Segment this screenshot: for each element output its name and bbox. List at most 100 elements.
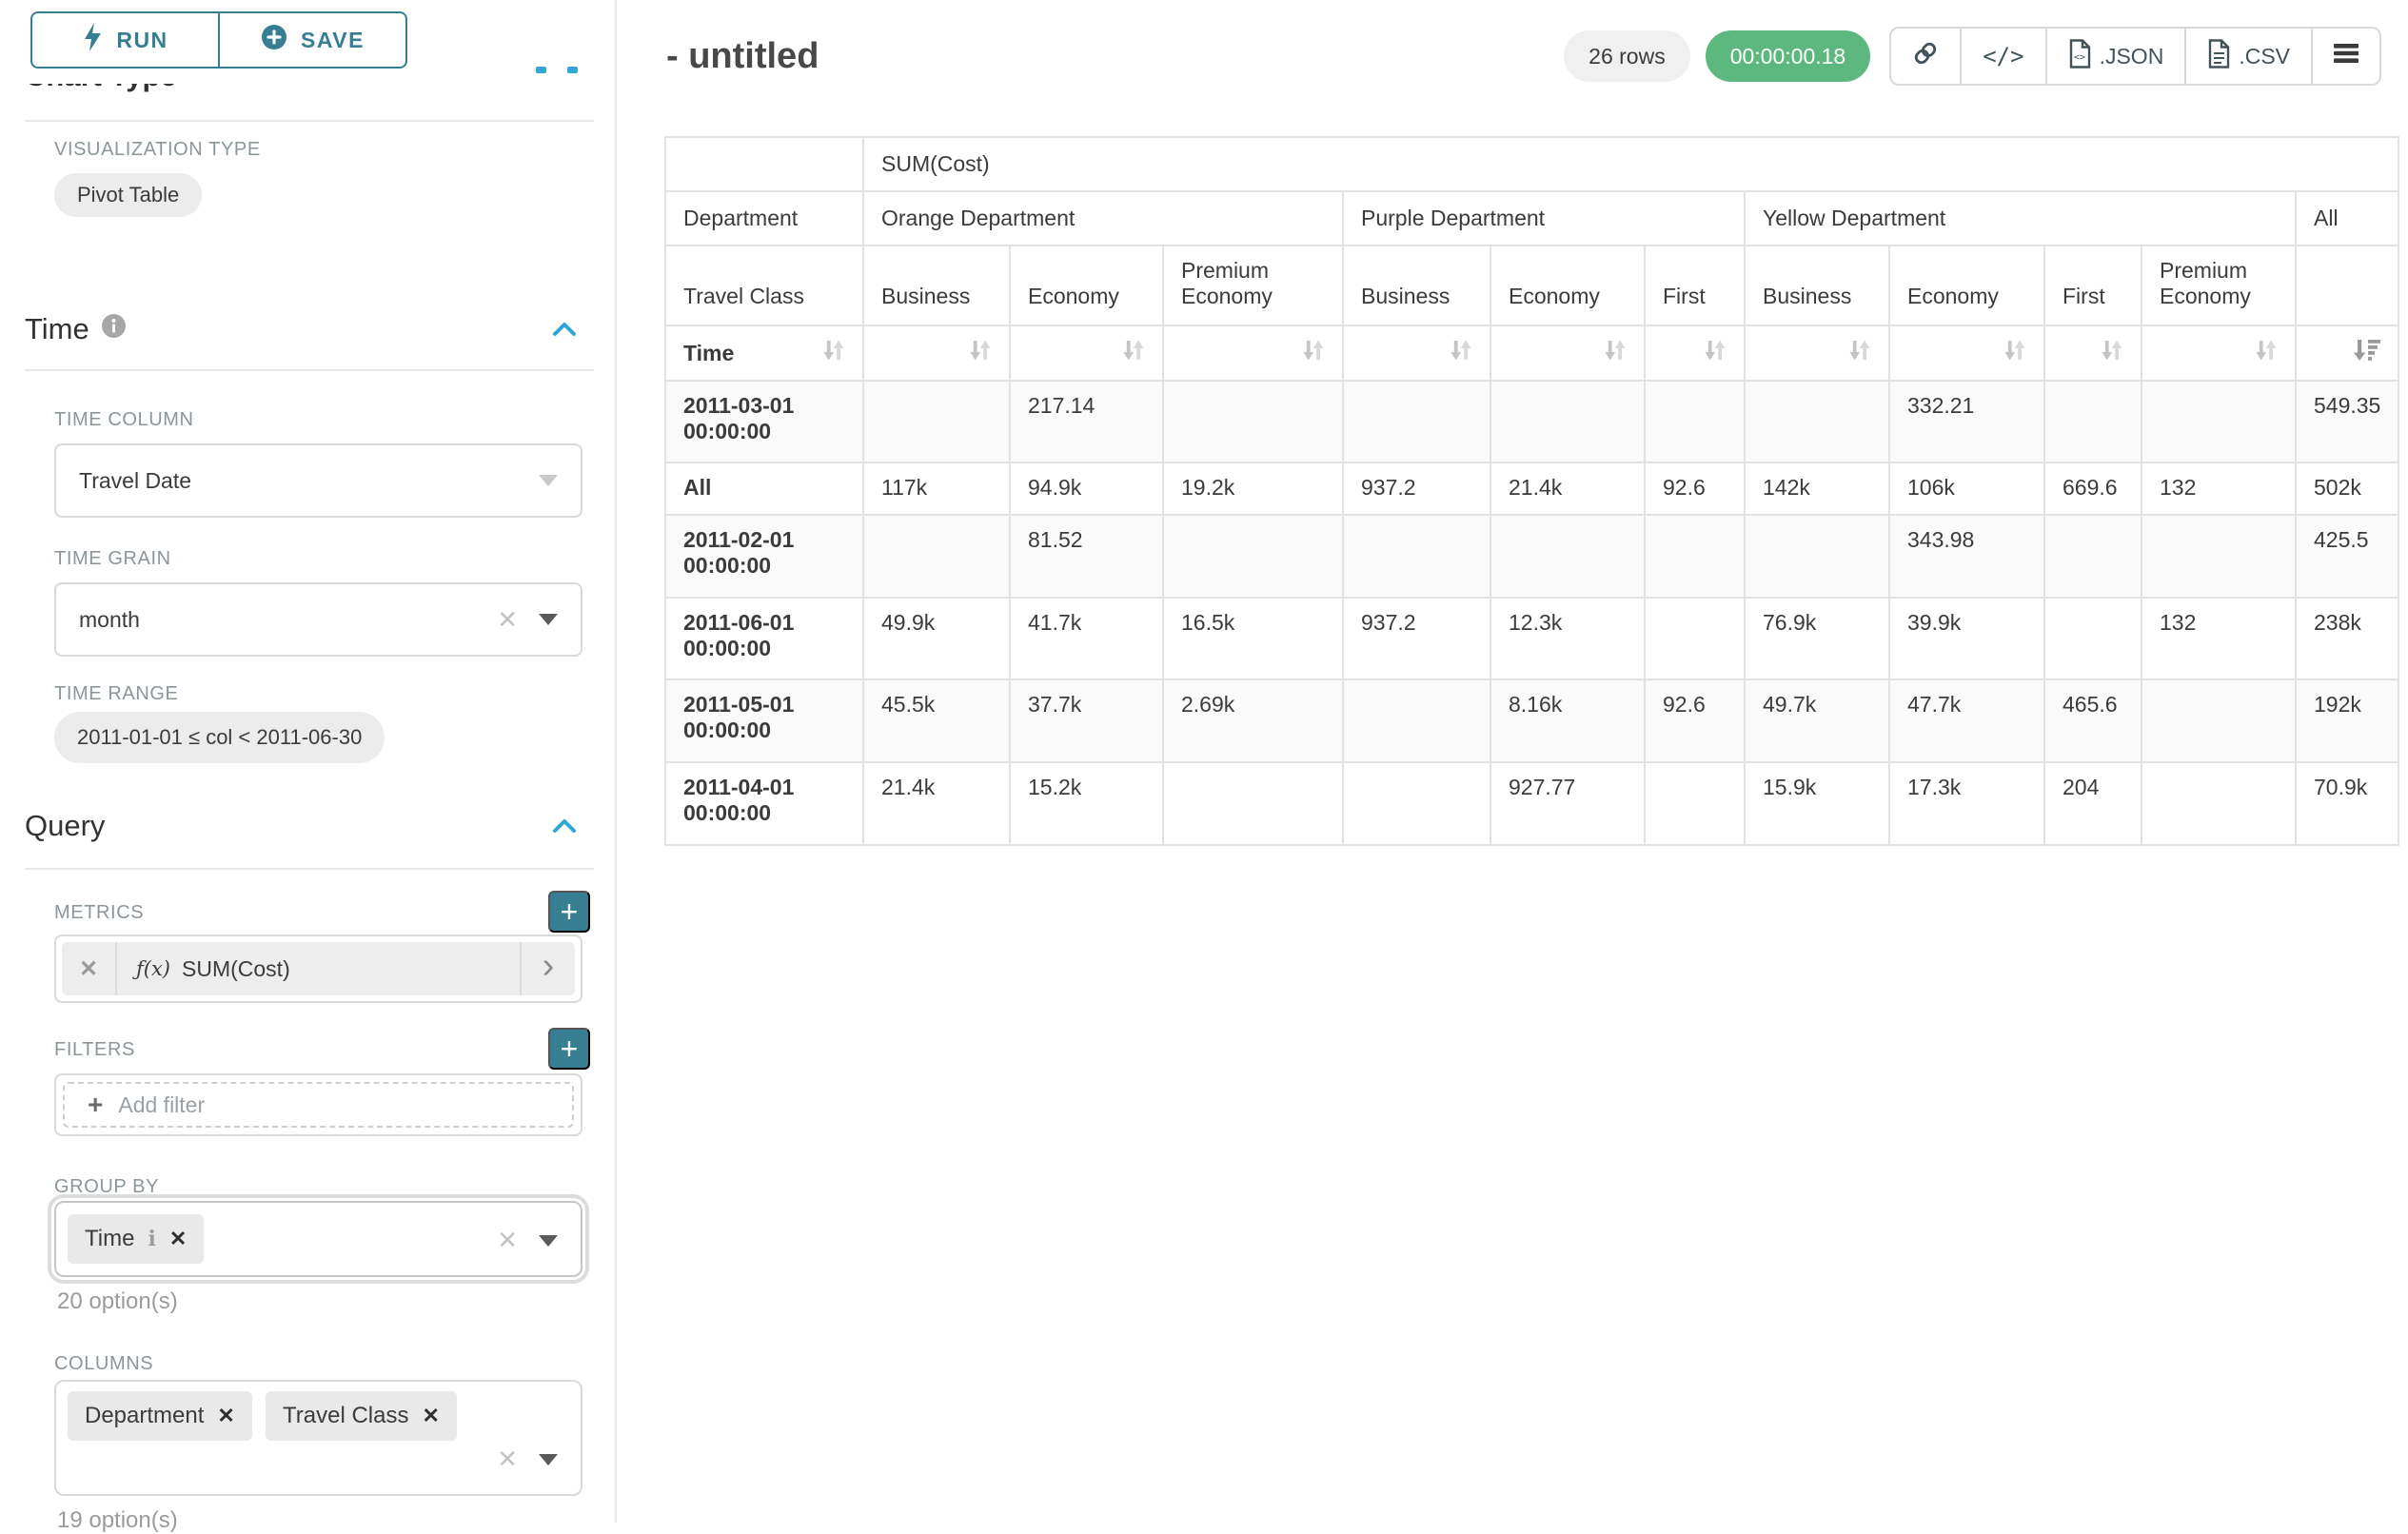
- sort-header[interactable]: [2043, 324, 2142, 382]
- time-grain-select[interactable]: month ✕: [54, 582, 582, 657]
- plus-circle-icon: [261, 24, 287, 56]
- value-cell: 12.3k: [1490, 597, 1646, 680]
- run-button[interactable]: RUN: [30, 11, 219, 69]
- remove-metric-icon[interactable]: ✕: [62, 942, 117, 995]
- tag-info-icon[interactable]: i: [148, 1227, 156, 1251]
- travel-class-header: Economy: [1009, 245, 1164, 326]
- clear-icon[interactable]: ✕: [497, 1226, 518, 1254]
- add-metric-button[interactable]: +: [548, 891, 590, 933]
- value-cell: 142k: [1744, 462, 1890, 516]
- query-collapse-chevron[interactable]: [552, 816, 577, 838]
- hamburger-menu-icon: [2334, 43, 2359, 69]
- columns-tag: Department ✕: [68, 1391, 252, 1441]
- action-button-bar: RUN SAVE: [0, 0, 615, 84]
- sort-icon[interactable]: [967, 338, 992, 368]
- value-cell: 425.5: [2294, 514, 2400, 599]
- sort-descending-icon[interactable]: [2352, 338, 2381, 368]
- page-title[interactable]: - untitled: [666, 35, 819, 76]
- visualization-type-pill[interactable]: Pivot Table: [54, 173, 203, 217]
- value-cell: 37.7k: [1009, 678, 1164, 763]
- sort-header[interactable]: [2141, 324, 2297, 382]
- tag-remove-icon[interactable]: ✕: [217, 1404, 235, 1427]
- sort-icon[interactable]: [1602, 338, 1627, 368]
- travel-class-header: First: [2043, 245, 2142, 326]
- group-by-options-hint: 20 option(s): [57, 1288, 178, 1314]
- group-by-select[interactable]: Time i ✕ ✕: [54, 1201, 582, 1277]
- chevron-down-icon[interactable]: [539, 1453, 558, 1465]
- sort-icon[interactable]: [1300, 338, 1325, 368]
- metrics-label: METRICS: [54, 902, 145, 923]
- sort-header-active[interactable]: [2294, 324, 2400, 382]
- value-cell: 19.2k: [1162, 462, 1344, 516]
- add-filter-plus-button[interactable]: +: [548, 1028, 590, 1070]
- clear-icon[interactable]: ✕: [497, 1445, 518, 1473]
- time-range-pill[interactable]: 2011-01-01 ≤ col < 2011-06-30: [54, 712, 385, 763]
- sort-header[interactable]: [1162, 324, 1344, 382]
- travel-class-header: First: [1644, 245, 1746, 326]
- cutoff-caret-icon[interactable]: [567, 67, 578, 73]
- row-header-cell: 2011-04-01 00:00:00: [664, 761, 864, 846]
- add-filter-button[interactable]: + Add filter: [63, 1082, 574, 1128]
- sort-icon[interactable]: [2099, 338, 2123, 368]
- metric-item[interactable]: ✕ ƒ(x) SUM(Cost) ›: [62, 942, 575, 995]
- control-panel: Chart Type RUN SAVE VISUALIZATION TYPE P…: [0, 0, 617, 1533]
- function-icon: ƒ(x): [136, 957, 171, 980]
- filters-label: FILTERS: [54, 1039, 135, 1060]
- save-button[interactable]: SAVE: [219, 11, 407, 69]
- clear-icon[interactable]: ✕: [497, 604, 518, 634]
- sort-header[interactable]: [862, 324, 1011, 382]
- chart-menu-button[interactable]: [2313, 29, 2379, 84]
- view-query-button[interactable]: </>: [1962, 29, 2047, 84]
- value-cell: 669.6: [2043, 462, 2142, 516]
- sort-header[interactable]: [1744, 324, 1890, 382]
- value-cell: 132: [2141, 597, 2297, 680]
- section-divider: [25, 868, 594, 870]
- metric-body[interactable]: ƒ(x) SUM(Cost): [117, 942, 520, 995]
- sort-header[interactable]: [1644, 324, 1746, 382]
- cutoff-search-icon[interactable]: [536, 67, 546, 73]
- time-axis-label: Time: [683, 340, 735, 365]
- travel-class-axis-label: Travel Class: [664, 245, 864, 326]
- value-cell: [862, 514, 1011, 599]
- time-sort-header[interactable]: Time: [664, 324, 864, 382]
- sort-header[interactable]: [1888, 324, 2045, 382]
- time-column-select[interactable]: Travel Date: [54, 443, 582, 518]
- export-csv-button[interactable]: .CSV: [2186, 29, 2313, 84]
- time-collapse-chevron[interactable]: [552, 320, 577, 342]
- value-cell: [1644, 761, 1746, 846]
- department-header-row: Department Orange Department Purple Depa…: [664, 190, 2400, 246]
- save-button-label: SAVE: [301, 27, 365, 52]
- info-icon[interactable]: [101, 312, 127, 346]
- sort-icon[interactable]: [1120, 338, 1145, 368]
- sort-header[interactable]: [1342, 324, 1491, 382]
- time-grain-value: month: [79, 606, 140, 632]
- columns-select[interactable]: Department ✕ Travel Class ✕ ✕: [54, 1380, 582, 1496]
- export-json-button[interactable]: <> .JSON: [2047, 29, 2187, 84]
- group-by-tag: Time i ✕: [68, 1214, 205, 1264]
- tag-remove-icon[interactable]: ✕: [168, 1227, 188, 1250]
- metric-name: SUM(Cost): [182, 955, 290, 981]
- sort-icon[interactable]: [1448, 338, 1472, 368]
- value-cell: [2043, 514, 2142, 599]
- row-header-cell: All: [664, 462, 864, 516]
- time-column-label: TIME COLUMN: [54, 409, 194, 430]
- sort-header[interactable]: [1490, 324, 1646, 382]
- chevron-right-icon[interactable]: ›: [520, 942, 575, 995]
- tag-remove-icon[interactable]: ✕: [422, 1404, 440, 1427]
- travel-class-header: Economy: [1490, 245, 1646, 326]
- time-column-value: Travel Date: [79, 467, 192, 493]
- share-link-button[interactable]: [1891, 29, 1963, 84]
- sort-header[interactable]: [1009, 324, 1164, 382]
- chevron-down-icon[interactable]: [539, 1234, 558, 1247]
- sort-icon[interactable]: [1702, 338, 1727, 368]
- value-cell: 94.9k: [1009, 462, 1164, 516]
- department-group-header: Orange Department: [862, 190, 1344, 246]
- department-group-header: Purple Department: [1342, 190, 1746, 246]
- sort-icon[interactable]: [820, 338, 845, 368]
- value-cell: 465.6: [2043, 678, 2142, 763]
- sort-icon[interactable]: [1846, 338, 1871, 368]
- sort-icon[interactable]: [2002, 338, 2026, 368]
- value-cell: 343.98: [1888, 514, 2045, 599]
- sort-icon[interactable]: [2253, 338, 2278, 368]
- chart-header-controls: 26 rows 00:00:00.18 </> <> .JSON: [1564, 27, 2381, 86]
